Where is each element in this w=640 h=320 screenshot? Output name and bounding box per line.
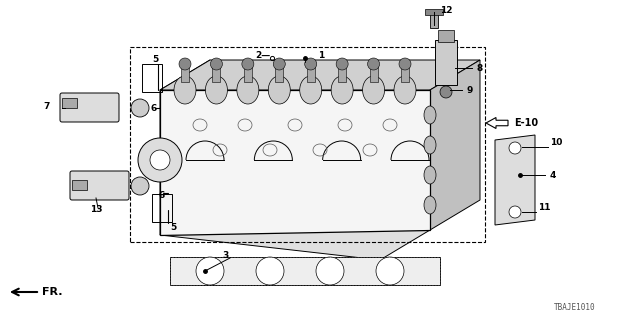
Bar (369, 64, 378, 82)
Polygon shape (495, 135, 535, 225)
Circle shape (316, 257, 344, 285)
Circle shape (509, 206, 521, 218)
Ellipse shape (174, 76, 196, 104)
FancyBboxPatch shape (70, 171, 129, 200)
Circle shape (131, 177, 149, 195)
Circle shape (196, 257, 224, 285)
Circle shape (367, 58, 380, 70)
Polygon shape (160, 60, 210, 235)
Polygon shape (430, 60, 480, 230)
Ellipse shape (331, 76, 353, 104)
Text: 10: 10 (550, 138, 563, 147)
Text: 12: 12 (440, 5, 452, 14)
Ellipse shape (424, 136, 436, 154)
Text: 1: 1 (318, 52, 324, 60)
Circle shape (376, 257, 404, 285)
Text: 7: 7 (44, 101, 50, 110)
Circle shape (138, 138, 182, 182)
Circle shape (509, 142, 521, 154)
Bar (212, 64, 220, 82)
Bar (62, 98, 77, 108)
Bar (244, 64, 252, 82)
Ellipse shape (424, 166, 436, 184)
Ellipse shape (424, 106, 436, 124)
Circle shape (305, 58, 317, 70)
Bar (401, 64, 409, 82)
Ellipse shape (300, 76, 322, 104)
Text: 13: 13 (90, 205, 102, 214)
Circle shape (440, 86, 452, 98)
Text: 11: 11 (538, 204, 550, 212)
Text: 6: 6 (150, 103, 156, 113)
Circle shape (273, 58, 285, 70)
Circle shape (242, 58, 254, 70)
Ellipse shape (363, 76, 385, 104)
Text: 9: 9 (466, 85, 472, 94)
Circle shape (150, 150, 170, 170)
Bar (152, 194, 172, 222)
Circle shape (211, 58, 223, 70)
Text: 3: 3 (222, 251, 228, 260)
Polygon shape (160, 60, 480, 90)
Bar (181, 64, 189, 82)
Text: FR.: FR. (42, 287, 63, 297)
Bar (170, 257, 440, 285)
FancyBboxPatch shape (60, 93, 119, 122)
Polygon shape (160, 90, 430, 235)
Bar (338, 64, 346, 82)
Ellipse shape (394, 76, 416, 104)
Bar (130, 47, 485, 242)
Text: TBAJE1010: TBAJE1010 (554, 303, 595, 312)
Bar (275, 64, 284, 82)
Text: E-10: E-10 (514, 118, 538, 128)
Text: 2—: 2— (255, 52, 270, 60)
Ellipse shape (424, 196, 436, 214)
Bar (142, 64, 162, 92)
Circle shape (131, 99, 149, 117)
Text: 8: 8 (476, 63, 483, 73)
Bar (425, 9, 443, 15)
Bar (435, 40, 457, 85)
Ellipse shape (268, 76, 291, 104)
Bar (430, 13, 438, 28)
Text: 5: 5 (170, 223, 176, 233)
Circle shape (256, 257, 284, 285)
Text: 6: 6 (158, 190, 164, 199)
Circle shape (399, 58, 411, 70)
Text: 5: 5 (152, 55, 158, 65)
Ellipse shape (205, 76, 227, 104)
Ellipse shape (237, 76, 259, 104)
Bar (438, 30, 454, 42)
Circle shape (179, 58, 191, 70)
Bar (72, 180, 87, 190)
Text: 4: 4 (550, 171, 556, 180)
Polygon shape (160, 205, 430, 260)
Circle shape (336, 58, 348, 70)
Bar (307, 64, 315, 82)
